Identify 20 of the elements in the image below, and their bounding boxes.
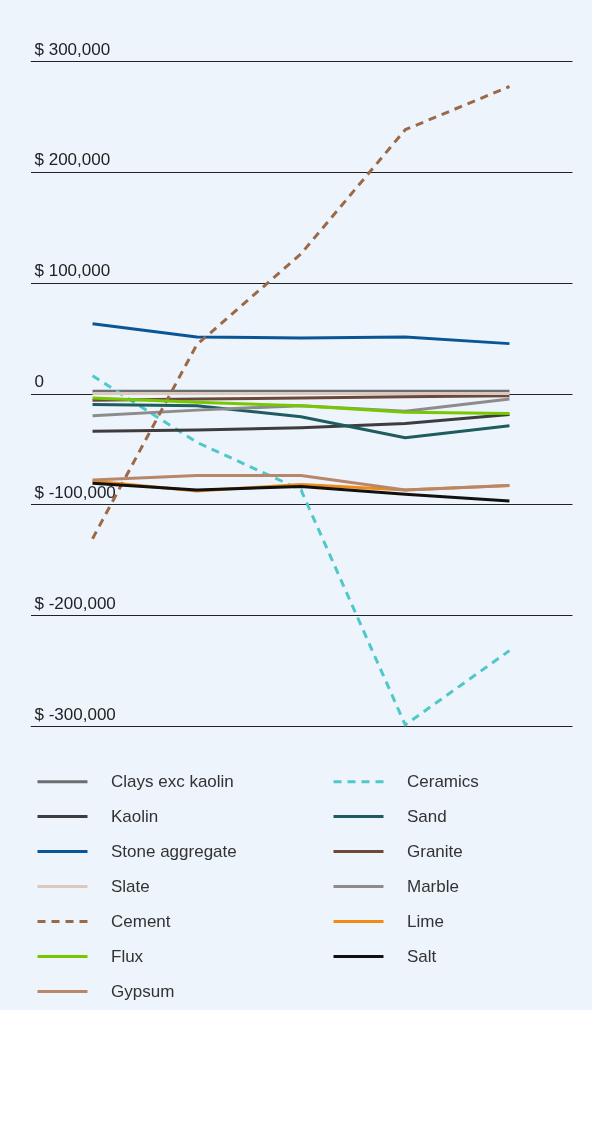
legend-label: Sand (407, 806, 447, 826)
legend-label: Granite (407, 841, 463, 861)
legend-label: Flux (111, 946, 144, 966)
legend-label: Salt (407, 946, 437, 966)
y-tick-label: $ 300,000 (34, 39, 111, 59)
legend-label: Marble (407, 876, 459, 896)
y-tick-label: $ -100,000 (34, 482, 116, 502)
legend-label: Kaolin (111, 806, 159, 826)
legend-label: Lime (407, 911, 444, 931)
y-tick-label: $ 200,000 (34, 150, 111, 170)
y-tick-label: $ 100,000 (34, 261, 111, 281)
legend-label: Slate (111, 876, 150, 896)
y-tick-label: $ -300,000 (34, 704, 116, 724)
legend-label: Clays exc kaolin (111, 771, 234, 791)
legend-label: Ceramics (407, 771, 479, 791)
legend-label: Gypsum (111, 981, 175, 1001)
y-tick-label: 0 (34, 372, 44, 391)
legend-label: Stone aggregate (111, 841, 237, 861)
legend-label: Cement (111, 911, 171, 931)
y-tick-label: $ -200,000 (34, 593, 116, 613)
